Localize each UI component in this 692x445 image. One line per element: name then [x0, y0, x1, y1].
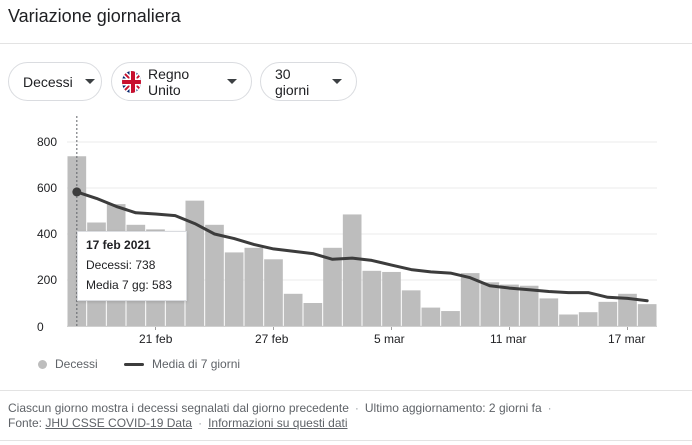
- legend-line-label: Media di 7 giorni: [152, 357, 241, 371]
- country-dropdown[interactable]: Regno Unito: [111, 62, 252, 101]
- bottom-divider: [0, 440, 692, 441]
- country-dropdown-label: Regno Unito: [147, 65, 190, 98]
- bar: [519, 285, 539, 326]
- footer-divider: [0, 390, 692, 391]
- bar: [421, 307, 441, 326]
- y-tick-label: 600: [37, 181, 58, 195]
- bar: [382, 271, 401, 326]
- footer-updated: Ultimo aggiornamento: 2 giorni fa: [364, 401, 542, 415]
- y-tick-label: 400: [37, 227, 58, 241]
- footer-source-row: Fonte: JHU CSSE COVID-19 Data · Informazio…: [8, 416, 348, 430]
- tooltip-deaths: Decessi: 738: [86, 258, 156, 272]
- footer-note: Ciascun giorno mostra i decessi segnalat…: [8, 401, 349, 415]
- y-tick-label: 0: [37, 320, 44, 334]
- bar: [578, 312, 598, 326]
- bar: [264, 259, 283, 326]
- tooltip-date: 17 feb 2021: [86, 238, 151, 252]
- bar: [539, 298, 559, 326]
- title-divider: [0, 43, 692, 44]
- bar: [460, 273, 480, 326]
- card-title: Variazione giornaliera: [8, 6, 181, 26]
- bar: [441, 311, 460, 326]
- average-line: [75, 190, 649, 303]
- metric-dropdown-label: Decessi: [23, 73, 73, 90]
- legend-bars-label: Decessi: [55, 357, 98, 371]
- chevron-down-icon: [227, 79, 237, 84]
- info-link[interactable]: Informazioni su questi dati: [208, 416, 348, 430]
- bar: [244, 247, 264, 326]
- x-tick-label: 27 feb: [255, 332, 289, 346]
- bar: [342, 214, 362, 326]
- bar: [205, 224, 224, 326]
- bar: [401, 290, 421, 326]
- range-dropdown[interactable]: 30 giorni: [260, 62, 357, 101]
- x-tick-label: 17 mar: [608, 332, 646, 346]
- chart-tooltip: 17 feb 2021 Decessi: 738 Media 7 gg: 583: [77, 231, 187, 301]
- y-tick-label: 800: [37, 135, 58, 149]
- x-tick-label: 11 mar: [490, 332, 527, 346]
- legend-dot-icon: [38, 359, 47, 369]
- x-tick-label: 5 mar: [374, 332, 405, 346]
- bar: [224, 252, 244, 326]
- bar: [500, 284, 519, 326]
- bar: [283, 293, 303, 326]
- footer-note-row: Ciascun giorno mostra i decessi segnalat…: [8, 401, 552, 415]
- chevron-down-icon: [332, 79, 342, 84]
- range-dropdown-label: 30 giorni: [275, 65, 310, 98]
- metric-dropdown[interactable]: Decessi: [8, 62, 102, 101]
- legend-line-icon: [124, 362, 144, 366]
- bar: [185, 200, 205, 326]
- y-tick-label: 200: [37, 273, 58, 287]
- bar: [637, 304, 657, 326]
- footer-source-label: Fonte:: [8, 416, 43, 430]
- x-tick-label: 21 feb: [139, 332, 173, 346]
- bar: [323, 247, 342, 326]
- bar: [618, 293, 637, 326]
- bar: [303, 303, 323, 326]
- source-link[interactable]: JHU CSSE COVID-19 Data: [45, 416, 193, 430]
- bar: [598, 301, 618, 326]
- bar: [362, 270, 382, 326]
- chevron-down-icon: [84, 79, 95, 84]
- bar: [559, 314, 578, 326]
- tooltip-average: Media 7 gg: 583: [86, 278, 173, 292]
- hover-point: [72, 187, 82, 197]
- legend-item-bars[interactable]: Decessi: [38, 357, 98, 371]
- bar: [480, 282, 500, 326]
- legend-item-line[interactable]: Media di 7 giorni: [124, 357, 240, 371]
